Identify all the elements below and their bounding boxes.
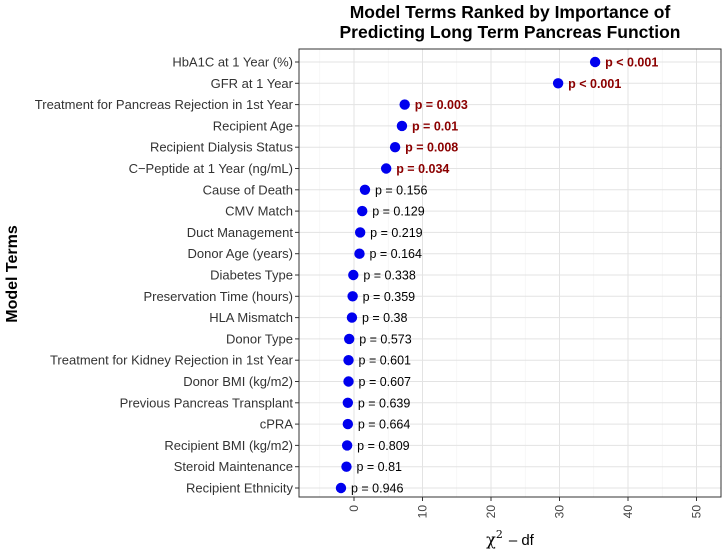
category-label: Recipient BMI (kg/m2) bbox=[164, 438, 293, 453]
data-point bbox=[344, 333, 355, 345]
y-axis-label: Model Terms bbox=[4, 225, 21, 323]
x-tick-label: 0 bbox=[347, 505, 361, 512]
p-value-label: p = 0.01 bbox=[412, 119, 458, 133]
p-value-label: p = 0.034 bbox=[396, 162, 449, 176]
x-axis-label-sup: 2 bbox=[496, 528, 503, 541]
data-point bbox=[346, 312, 358, 323]
data-point bbox=[342, 418, 354, 430]
data-point bbox=[589, 56, 601, 68]
category-label: Donor Age (years) bbox=[188, 246, 294, 261]
x-tick-label: 20 bbox=[484, 505, 498, 519]
category-label: Treatment for Pancreas Rejection in 1st … bbox=[35, 97, 294, 112]
data-point bbox=[354, 248, 365, 259]
p-value-label: p = 0.946 bbox=[351, 482, 404, 496]
p-value-label: p = 0.664 bbox=[358, 418, 411, 432]
data-point bbox=[347, 291, 358, 302]
data-point bbox=[354, 227, 366, 238]
p-value-label: p = 0.81 bbox=[356, 460, 402, 474]
category-label: Diabetes Type bbox=[210, 268, 293, 283]
category-label: Donor Type bbox=[226, 331, 293, 346]
category-label: Treatment for Kidney Rejection in 1st Ye… bbox=[50, 353, 294, 368]
category-label: Recipient Ethnicity bbox=[186, 481, 293, 496]
category-label: Previous Pancreas Transplant bbox=[120, 395, 294, 410]
data-point bbox=[341, 440, 353, 451]
category-label: Recipient Dialysis Status bbox=[150, 140, 294, 155]
x-axis-label-base: χ bbox=[486, 530, 496, 549]
x-tick-label: 40 bbox=[621, 505, 635, 519]
x-tick-label: 30 bbox=[553, 505, 567, 519]
data-point bbox=[380, 163, 392, 174]
category-label: cPRA bbox=[260, 417, 294, 432]
category-label: C−Peptide at 1 Year (ng/mL) bbox=[129, 161, 293, 176]
category-label: HbA1C at 1 Year (%) bbox=[172, 55, 293, 70]
p-value-label: p = 0.639 bbox=[358, 396, 411, 410]
category-label: GFR at 1 Year bbox=[211, 76, 294, 91]
category-label: Duct Management bbox=[187, 225, 294, 240]
x-axis-label-rest: – df bbox=[509, 532, 535, 549]
p-value-label: p < 0.001 bbox=[568, 77, 621, 91]
chart-title-line-2: Predicting Long Term Pancreas Function bbox=[340, 22, 681, 42]
y-axis-categories: HbA1C at 1 Year (%) GFR at 1 Year Treatmen… bbox=[35, 55, 299, 496]
data-point bbox=[389, 142, 401, 153]
data-points bbox=[335, 56, 601, 494]
data-point bbox=[399, 99, 410, 110]
category-label: Recipient Age bbox=[213, 118, 293, 133]
data-point bbox=[552, 78, 564, 89]
p-value-label: p = 0.38 bbox=[362, 311, 408, 325]
x-tick-label: 10 bbox=[416, 505, 430, 519]
data-point bbox=[335, 482, 347, 494]
category-label: Steroid Maintenance bbox=[174, 459, 293, 474]
p-value-label: p = 0.601 bbox=[359, 354, 412, 368]
category-label: Preservation Time (hours) bbox=[143, 289, 293, 304]
chart-title-line-1: Model Terms Ranked by Importance of bbox=[350, 2, 671, 22]
data-point bbox=[342, 397, 354, 408]
data-point bbox=[396, 120, 408, 132]
data-point bbox=[343, 376, 354, 387]
x-axis-label: χ2 – df bbox=[486, 528, 535, 549]
p-value-label: p = 0.129 bbox=[372, 205, 425, 219]
data-point bbox=[359, 184, 371, 195]
data-point bbox=[343, 355, 354, 366]
grid bbox=[298, 48, 722, 498]
data-point bbox=[348, 269, 359, 281]
p-value-label: p = 0.219 bbox=[370, 226, 423, 240]
p-value-labels: p < 0.001 p < 0.001 p = 0.003 p = 0.01 p = 0… bbox=[351, 56, 658, 496]
data-point bbox=[341, 461, 352, 472]
p-value-label: p = 0.164 bbox=[369, 247, 422, 261]
category-label: Donor BMI (kg/m2) bbox=[183, 374, 293, 389]
p-value-label: p = 0.338 bbox=[363, 269, 416, 283]
category-label: Cause of Death bbox=[203, 182, 293, 197]
p-value-label: p < 0.001 bbox=[605, 56, 658, 70]
panel-border bbox=[298, 48, 722, 498]
p-value-label: p = 0.809 bbox=[357, 439, 410, 453]
p-value-label: p = 0.607 bbox=[359, 375, 412, 389]
p-value-label: p = 0.573 bbox=[359, 332, 412, 346]
data-point bbox=[357, 205, 368, 217]
p-value-label: p = 0.359 bbox=[363, 290, 416, 304]
p-value-label: p = 0.156 bbox=[375, 183, 428, 197]
p-value-label: p = 0.008 bbox=[405, 141, 458, 155]
x-axis-ticks: 0 10 20 30 40 50 bbox=[347, 497, 704, 518]
p-value-label: p = 0.003 bbox=[415, 98, 468, 112]
x-tick-label: 50 bbox=[690, 505, 704, 519]
category-label: HLA Mismatch bbox=[209, 310, 293, 325]
category-label: CMV Match bbox=[225, 204, 293, 219]
